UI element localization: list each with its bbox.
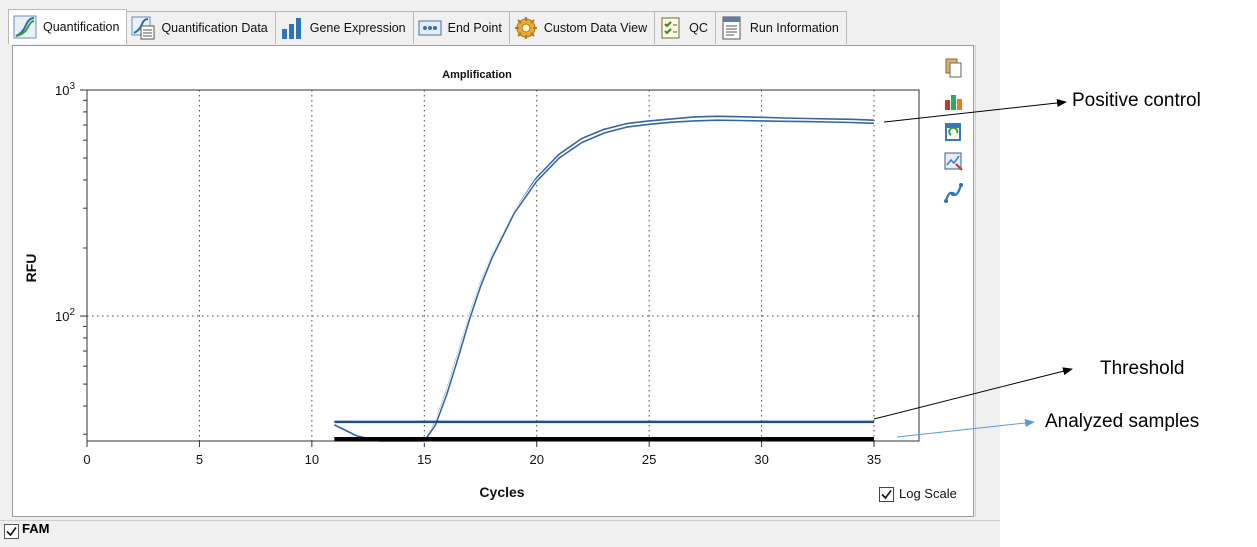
checklist-icon [659,16,683,40]
curve-icon[interactable] [943,182,963,204]
x-axis-label: Cycles [479,484,524,500]
x-tick-label: 10 [305,452,319,467]
end-point-icon [418,16,442,40]
tab-qc[interactable]: QC [654,11,716,44]
amplification-curve-2 [334,119,875,442]
fam-channel-label: FAM [22,521,50,536]
tab-end-point[interactable]: End Point [412,11,510,44]
plot-area [86,89,920,442]
chart-title: Amplification [442,69,512,81]
zoom-icon[interactable] [943,151,963,173]
tab-label: Quantification [43,20,120,34]
side-panel [975,45,1000,517]
y-tick-label: 102 [55,307,75,324]
tab-quantification[interactable]: Quantification [8,9,128,44]
copy-icon[interactable] [943,57,963,79]
y-tick-label: 103 [55,81,75,98]
positive-arrow [883,99,1067,123]
channel-bar [0,520,1000,547]
export-icon[interactable] [943,90,963,112]
amplification-icon [13,15,37,39]
analyzed-samples-annotation: Analyzed samples [1045,411,1200,432]
tab-label: Custom Data View [543,21,648,35]
positive-control-annotation: Positive control [1072,90,1201,111]
document-icon [720,16,744,40]
threshold-annotation: Threshold [1100,358,1185,379]
y-tick-exponent: 3 [69,81,75,92]
log-scale-label: Log Scale [899,486,957,501]
tab-run-information[interactable]: Run Information [714,11,847,44]
x-tick-label: 15 [417,452,431,467]
x-tick-label: 20 [529,452,543,467]
y-tick-base: 10 [55,83,69,98]
tab-bar: Quantification Quantification Data Gene Ex… [8,9,847,45]
x-tick-label: 0 [83,452,90,467]
x-tick-label: 5 [196,452,203,467]
tab-label: Quantification Data [161,21,268,35]
log-scale-checkbox[interactable] [879,487,894,502]
tab-quantification-data[interactable]: Quantification Data [126,11,276,44]
refresh-icon[interactable] [943,121,963,143]
tab-label: Run Information [749,21,839,35]
tab-label: Gene Expression [309,21,406,35]
gear-icon [514,16,538,40]
analyzed-arrow [896,419,1035,438]
x-tick-label: 35 [867,452,881,467]
bar-chart-icon [280,16,304,40]
threshold-arrow [873,367,1073,420]
y-axis-label: RFU [23,254,39,283]
tab-label: End Point [447,21,502,35]
fam-checkbox[interactable] [4,524,19,539]
x-tick-label: 25 [642,452,656,467]
y-tick-exponent: 2 [69,307,75,318]
data-table-icon [131,16,155,40]
y-tick-base: 10 [55,309,69,324]
x-tick-label: 30 [754,452,768,467]
tab-gene-expression[interactable]: Gene Expression [274,11,414,44]
tab-label: QC [689,21,708,35]
tab-custom-data-view[interactable]: Custom Data View [508,11,656,44]
